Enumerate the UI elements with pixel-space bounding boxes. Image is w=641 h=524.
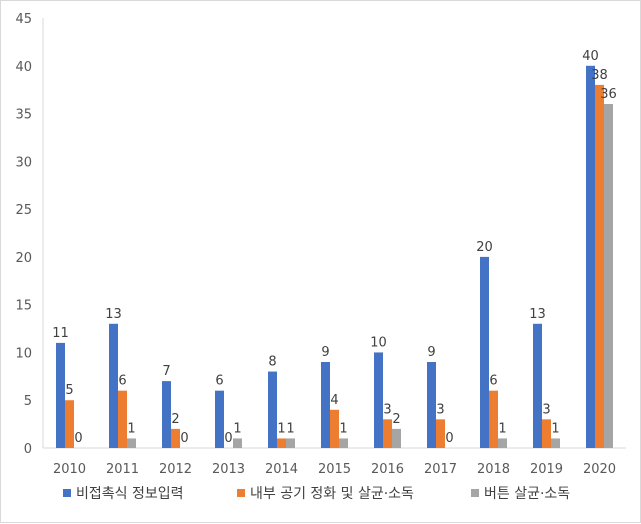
y-tick-label: 35: [15, 108, 32, 123]
x-tick-label: 2020: [583, 462, 616, 477]
bar: [286, 438, 295, 448]
data-label: 9: [321, 345, 329, 360]
x-tick-label: 2019: [530, 462, 563, 477]
x-tick-label: 2011: [106, 462, 139, 477]
bar: [586, 65, 595, 449]
bar: [162, 381, 171, 448]
data-label: 1: [233, 421, 241, 436]
bar: [339, 438, 348, 448]
bar: [595, 84, 604, 448]
data-label: 2: [392, 412, 400, 427]
bar: [427, 362, 436, 448]
y-tick-label: 10: [15, 346, 32, 361]
legend-label: 버튼 살균·소독: [484, 486, 570, 502]
bar: [277, 438, 286, 448]
bar: [436, 419, 445, 448]
y-tick-label: 20: [15, 251, 32, 266]
data-label: 4: [330, 393, 338, 408]
bar: [109, 323, 118, 448]
data-label: 7: [162, 364, 170, 379]
data-label: 3: [383, 402, 391, 417]
legend-swatch: [237, 489, 245, 497]
data-label: 0: [180, 431, 188, 446]
data-label: 8: [268, 355, 276, 370]
y-tick-label: 15: [15, 299, 32, 314]
y-tick-label: 0: [24, 442, 32, 457]
data-label: 3: [542, 402, 550, 417]
data-label: 6: [215, 374, 223, 389]
bar: [118, 390, 127, 448]
x-tick-label: 2013: [212, 462, 245, 477]
x-tick-label: 2016: [371, 462, 404, 477]
bar: [480, 256, 489, 448]
bar: [330, 409, 339, 448]
data-label: 1: [498, 421, 506, 436]
data-label: 20: [476, 240, 493, 255]
bar: [374, 352, 383, 448]
data-label: 1: [551, 421, 559, 436]
data-label: 5: [65, 383, 73, 398]
bar: [533, 323, 542, 448]
bar: [56, 342, 65, 448]
data-label: 40: [582, 49, 599, 64]
data-label: 13: [105, 307, 122, 322]
legend-label: 비접촉식 정보입력: [76, 486, 184, 502]
data-label: 0: [74, 431, 82, 446]
data-label: 1: [286, 421, 294, 436]
bar: [233, 438, 242, 448]
bar: [383, 419, 392, 448]
bar: [542, 419, 551, 448]
data-label: 1: [127, 421, 135, 436]
bar: [321, 362, 330, 448]
bar: [268, 371, 277, 448]
y-tick-label: 30: [15, 155, 32, 170]
legend-swatch: [63, 489, 71, 497]
data-label: 0: [224, 431, 232, 446]
bar: [489, 390, 498, 448]
data-label: 2: [171, 412, 179, 427]
y-tick-label: 45: [15, 12, 32, 27]
y-tick-label: 25: [15, 203, 32, 218]
x-tick-label: 2010: [53, 462, 86, 477]
bar: [215, 390, 224, 448]
data-label: 1: [277, 421, 285, 436]
data-label: 6: [118, 374, 126, 389]
data-label: 0: [445, 431, 453, 446]
data-label: 36: [600, 87, 617, 102]
x-tick-label: 2012: [159, 462, 192, 477]
data-label: 11: [52, 326, 69, 341]
data-label: 6: [489, 374, 497, 389]
data-label: 3: [436, 402, 444, 417]
x-tick-label: 2017: [424, 462, 457, 477]
bar: [392, 428, 401, 448]
legend-label: 내부 공기 정화 및 살균·소독: [250, 486, 414, 502]
data-label: 10: [370, 335, 387, 350]
bar: [551, 438, 560, 448]
data-label: 13: [529, 307, 546, 322]
y-tick-label: 40: [15, 60, 32, 75]
x-tick-label: 2015: [318, 462, 351, 477]
bar: [498, 438, 507, 448]
bar: [171, 428, 180, 448]
bar: [65, 400, 74, 448]
y-tick-label: 5: [24, 394, 32, 409]
data-label: 38: [591, 68, 608, 83]
x-tick-label: 2018: [477, 462, 510, 477]
bar: [604, 104, 613, 448]
legend-swatch: [471, 489, 479, 497]
bar: [127, 438, 136, 448]
data-label: 9: [427, 345, 435, 360]
data-label: 1: [339, 421, 347, 436]
x-tick-label: 2014: [265, 462, 298, 477]
